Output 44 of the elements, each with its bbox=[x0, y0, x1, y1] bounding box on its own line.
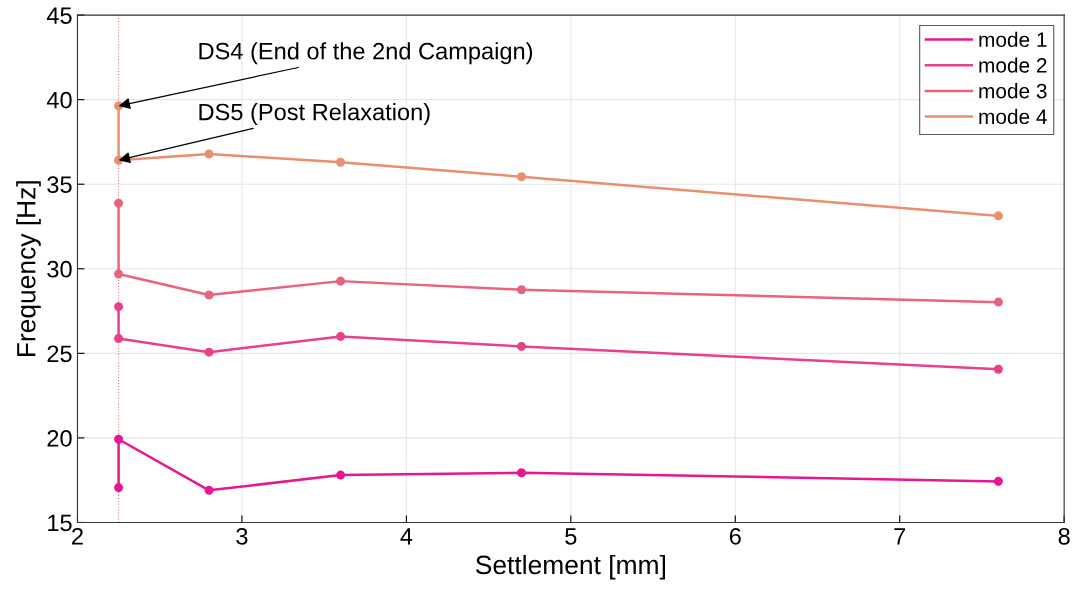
x-tick-label: 5 bbox=[565, 528, 577, 545]
point bbox=[204, 149, 214, 159]
point bbox=[204, 290, 214, 300]
y-tick-label: 35 bbox=[47, 176, 72, 194]
y-axis-title: Frequency [Hz] bbox=[16, 181, 41, 357]
point bbox=[516, 468, 526, 478]
point bbox=[516, 285, 526, 295]
point bbox=[114, 302, 124, 312]
x-tick-label: 4 bbox=[400, 528, 413, 545]
legend-label: mode 2 bbox=[979, 57, 1047, 73]
point bbox=[336, 470, 346, 480]
point bbox=[114, 333, 124, 343]
legend-label: mode 4 bbox=[979, 108, 1047, 125]
point bbox=[114, 198, 124, 208]
point bbox=[204, 485, 214, 495]
y-tick-label: 25 bbox=[47, 345, 72, 363]
annotation: DS5 (Post Relaxation) bbox=[199, 103, 430, 126]
legend-label: mode 1 bbox=[979, 31, 1047, 48]
x-tick-label: 6 bbox=[729, 527, 741, 545]
point bbox=[114, 269, 124, 279]
point bbox=[336, 331, 346, 341]
y-tick-label: 15 bbox=[48, 514, 72, 532]
point bbox=[516, 172, 526, 182]
point bbox=[114, 434, 124, 444]
x-axis-title: Settlement [mm] bbox=[475, 554, 665, 580]
y-tick-label: 30 bbox=[47, 260, 72, 278]
x-tick-label: 3 bbox=[236, 527, 248, 545]
point bbox=[993, 211, 1003, 221]
x-tick-label: 8 bbox=[1058, 527, 1070, 545]
point bbox=[516, 341, 526, 351]
y-tick-label: 45 bbox=[46, 7, 72, 24]
point bbox=[336, 157, 346, 167]
legend-label: mode 3 bbox=[979, 83, 1047, 99]
point bbox=[336, 276, 346, 286]
annotation: DS4 (End of the 2nd Campaign) bbox=[199, 42, 533, 65]
y-tick-label: 40 bbox=[46, 91, 72, 109]
y-tick-label: 20 bbox=[47, 429, 72, 447]
x-tick-label: 7 bbox=[894, 528, 906, 545]
point bbox=[114, 483, 124, 493]
point bbox=[993, 476, 1003, 486]
x-tick-label: 2 bbox=[72, 527, 83, 545]
point bbox=[993, 297, 1003, 307]
point bbox=[993, 364, 1003, 374]
point bbox=[204, 347, 214, 357]
